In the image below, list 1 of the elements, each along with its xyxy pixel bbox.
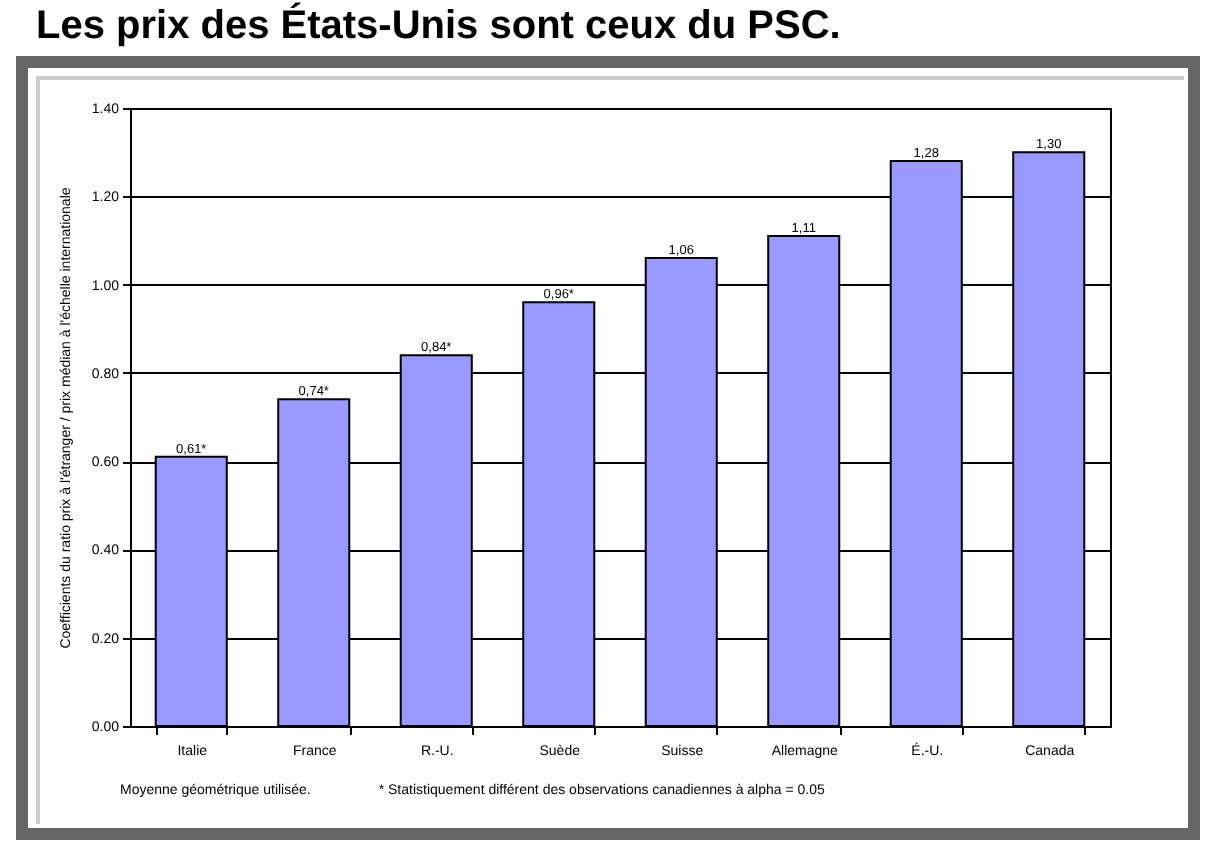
chart-title: Les prix des États-Unis sont ceux du PSC. <box>34 0 843 52</box>
